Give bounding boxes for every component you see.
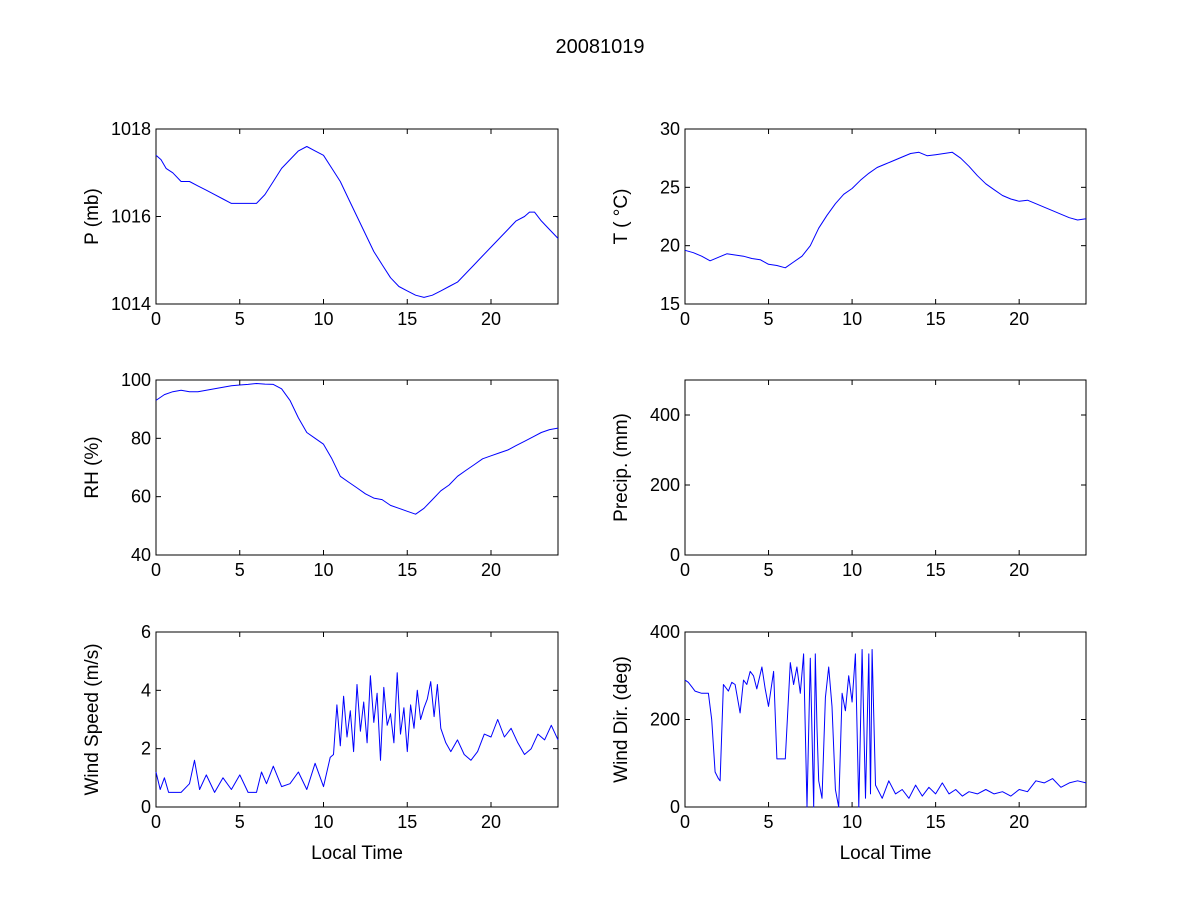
series-line xyxy=(155,672,559,793)
y-tick-label: 25 xyxy=(660,177,680,197)
x-tick-label: 5 xyxy=(764,560,774,580)
y-axis-label: RH (%) xyxy=(82,436,103,498)
x-tick-label: 15 xyxy=(397,560,417,580)
y-axis-label: Precip. (mm) xyxy=(611,413,632,522)
series-line xyxy=(684,151,1087,269)
x-tick-label: 0 xyxy=(151,812,161,832)
x-tick-label: 20 xyxy=(481,560,501,580)
x-tick-label: 15 xyxy=(397,309,417,329)
chart-wind-speed: 0 5 10 15 20 0 2 4 6 Wind Speed (m/s) Local Time xyxy=(82,622,559,864)
y-tick-label: 6 xyxy=(141,622,151,642)
x-tick-label: 5 xyxy=(235,560,245,580)
y-tick-label: 20 xyxy=(660,236,680,256)
y-tick-label: 1014 xyxy=(111,294,151,314)
plot-area xyxy=(684,379,1087,556)
y-tick-label: 0 xyxy=(141,797,151,817)
x-tick-label: 5 xyxy=(235,812,245,832)
y-tick-label: 1016 xyxy=(111,207,151,227)
series-line xyxy=(155,146,559,298)
x-tick-label: 5 xyxy=(764,812,774,832)
x-tick-label: 0 xyxy=(680,560,690,580)
figure-title: 20081019 xyxy=(556,36,645,58)
x-tick-label: 20 xyxy=(481,309,501,329)
x-axis-label: Local Time xyxy=(311,843,403,864)
y-tick-label: 80 xyxy=(131,428,151,448)
x-tick-label: 10 xyxy=(842,560,862,580)
x-tick-label: 0 xyxy=(680,309,690,329)
chart-relative-humidity: 0 5 10 15 20 40 60 80 100 RH (%) xyxy=(82,370,559,580)
y-tick-label: 30 xyxy=(660,119,680,139)
y-axis-label: Wind Speed (m/s) xyxy=(82,643,103,795)
x-tick-label: 10 xyxy=(842,812,862,832)
x-tick-label: 10 xyxy=(313,309,333,329)
x-tick-label: 5 xyxy=(235,309,245,329)
x-tick-label: 15 xyxy=(926,812,946,832)
plot-area xyxy=(155,379,559,556)
y-tick-label: 400 xyxy=(650,622,680,642)
x-tick-label: 0 xyxy=(680,812,690,832)
x-tick-label: 10 xyxy=(842,309,862,329)
x-tick-label: 10 xyxy=(313,560,333,580)
x-tick-label: 15 xyxy=(926,560,946,580)
y-axis-label: T ( °C) xyxy=(611,189,632,245)
y-tick-label: 2 xyxy=(141,739,151,759)
y-tick-label: 4 xyxy=(141,680,151,700)
y-tick-label: 0 xyxy=(670,545,680,565)
x-tick-label: 15 xyxy=(397,812,417,832)
x-tick-label: 0 xyxy=(151,309,161,329)
y-axis-label: Wind Dir. (deg) xyxy=(611,656,632,783)
chart-temperature: 0 5 10 15 20 15 20 25 30 T ( °C) xyxy=(611,119,1087,329)
plot-area xyxy=(684,128,1087,305)
y-tick-label: 40 xyxy=(131,545,151,565)
plot-area xyxy=(684,631,1087,808)
x-tick-label: 15 xyxy=(926,309,946,329)
series-line xyxy=(155,383,559,515)
y-tick-label: 100 xyxy=(121,370,151,390)
y-tick-label: 0 xyxy=(670,797,680,817)
x-tick-label: 20 xyxy=(481,812,501,832)
y-axis-label: P (mb) xyxy=(82,188,103,245)
x-axis-label: Local Time xyxy=(840,843,932,864)
y-tick-label: 1018 xyxy=(111,119,151,139)
chart-pressure: 0 5 10 15 20 1014 1016 1018 P (mb) xyxy=(82,119,559,329)
y-tick-label: 200 xyxy=(650,710,680,730)
x-tick-label: 0 xyxy=(151,560,161,580)
y-tick-label: 60 xyxy=(131,487,151,507)
x-tick-label: 5 xyxy=(764,309,774,329)
x-tick-label: 20 xyxy=(1009,812,1029,832)
x-tick-label: 20 xyxy=(1009,560,1029,580)
series-line xyxy=(684,649,1087,808)
x-tick-label: 10 xyxy=(313,812,333,832)
y-tick-label: 200 xyxy=(650,475,680,495)
y-tick-label: 400 xyxy=(650,405,680,425)
y-tick-label: 15 xyxy=(660,294,680,314)
x-tick-label: 20 xyxy=(1009,309,1029,329)
